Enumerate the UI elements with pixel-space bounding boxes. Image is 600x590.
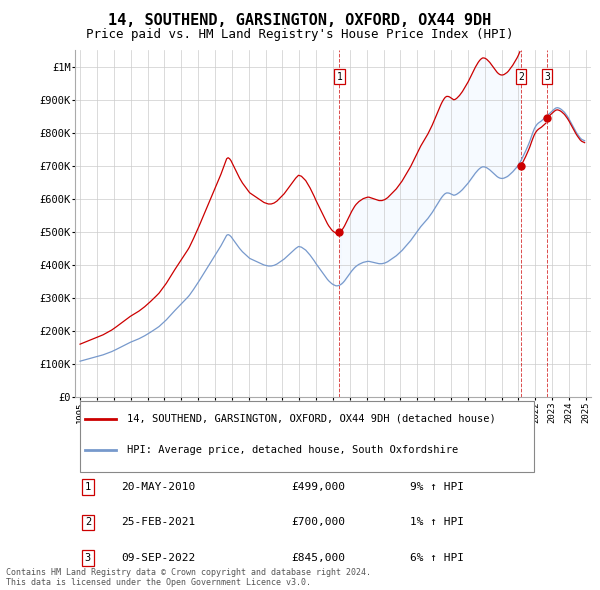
Text: 25-FEB-2021: 25-FEB-2021 xyxy=(121,517,196,527)
Text: 1: 1 xyxy=(337,71,343,81)
Text: 3: 3 xyxy=(544,71,550,81)
Text: 9% ↑ HPI: 9% ↑ HPI xyxy=(410,482,464,492)
Text: 14, SOUTHEND, GARSINGTON, OXFORD, OX44 9DH: 14, SOUTHEND, GARSINGTON, OXFORD, OX44 9… xyxy=(109,13,491,28)
Text: 6% ↑ HPI: 6% ↑ HPI xyxy=(410,553,464,563)
Text: 1: 1 xyxy=(85,482,91,492)
Text: Contains HM Land Registry data © Crown copyright and database right 2024.
This d: Contains HM Land Registry data © Crown c… xyxy=(6,568,371,587)
Text: 14, SOUTHEND, GARSINGTON, OXFORD, OX44 9DH (detached house): 14, SOUTHEND, GARSINGTON, OXFORD, OX44 9… xyxy=(127,414,496,424)
Text: £700,000: £700,000 xyxy=(292,517,346,527)
Text: £845,000: £845,000 xyxy=(292,553,346,563)
Text: 1% ↑ HPI: 1% ↑ HPI xyxy=(410,517,464,527)
FancyBboxPatch shape xyxy=(80,401,534,472)
Text: 09-SEP-2022: 09-SEP-2022 xyxy=(121,553,196,563)
Text: 2: 2 xyxy=(518,71,524,81)
Text: 20-MAY-2010: 20-MAY-2010 xyxy=(121,482,196,492)
Text: Price paid vs. HM Land Registry's House Price Index (HPI): Price paid vs. HM Land Registry's House … xyxy=(86,28,514,41)
Text: 2: 2 xyxy=(85,517,91,527)
Text: HPI: Average price, detached house, South Oxfordshire: HPI: Average price, detached house, Sout… xyxy=(127,444,458,454)
Text: £499,000: £499,000 xyxy=(292,482,346,492)
Text: 3: 3 xyxy=(85,553,91,563)
